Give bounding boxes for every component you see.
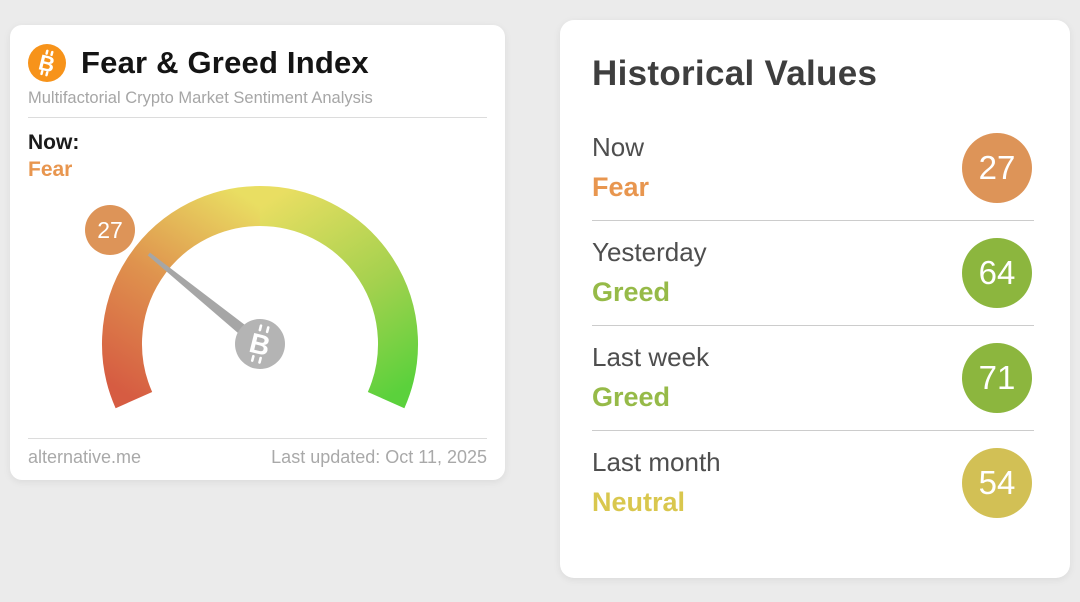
row-sentiment: Neutral xyxy=(592,487,686,517)
gauge: B 27 xyxy=(28,185,487,425)
historical-row-yesterday: Yesterday Greed 64 xyxy=(592,221,1034,326)
row-value-badge: 71 xyxy=(962,342,1032,413)
bitcoin-icon: B xyxy=(28,44,66,82)
row-label: Last month xyxy=(592,447,721,477)
index-card-subtitle: Multifactorial Crypto Market Sentiment A… xyxy=(28,89,373,107)
row-label: Last week xyxy=(592,342,710,372)
historical-values-title: Historical Values xyxy=(592,54,878,93)
row-value-badge: 27 xyxy=(962,132,1032,203)
historical-row-last-month: Last month Neutral 54 xyxy=(592,431,1034,535)
historical-values-card: Historical Values Now Fear 27 Yesterday … xyxy=(560,20,1070,578)
historical-rows: Now Fear 27 Yesterday Greed 64 Last week… xyxy=(592,116,1034,535)
row-label: Now xyxy=(592,132,645,162)
now-sentiment: Fear xyxy=(28,158,73,181)
historical-row-last-week: Last week Greed 71 xyxy=(592,326,1034,431)
gauge-arc-left xyxy=(101,186,261,409)
historical-row-now: Now Fear 27 xyxy=(592,116,1034,221)
header-divider xyxy=(28,117,487,118)
row-sentiment: Greed xyxy=(592,382,671,412)
gauge-arc-right xyxy=(259,186,419,409)
row-sentiment: Greed xyxy=(592,277,671,307)
row-label: Yesterday xyxy=(592,237,707,267)
gauge-value-badge: 27 xyxy=(85,205,135,255)
row-value-badge: 54 xyxy=(962,447,1032,518)
row-sentiment: Fear xyxy=(592,172,650,202)
index-card-footer: alternative.me Last updated: Oct 11, 202… xyxy=(28,438,487,468)
gauge-needle xyxy=(147,252,264,349)
row-value-badge: 64 xyxy=(962,237,1032,308)
now-label: Now: xyxy=(28,131,80,154)
index-card-title: Fear & Greed Index xyxy=(81,45,369,80)
bitcoin-hub-icon: B xyxy=(246,324,273,364)
fear-greed-index-card: B Fear & Greed Index Multifactorial Cryp… xyxy=(10,25,505,480)
footer-divider xyxy=(28,438,487,439)
index-card-header: B Fear & Greed Index xyxy=(28,44,487,82)
last-updated-text: Last updated: Oct 11, 2025 xyxy=(271,447,487,467)
source-link[interactable]: alternative.me xyxy=(28,447,142,467)
gauge-value-badge-text: 27 xyxy=(97,217,123,243)
gauge-hub xyxy=(235,319,285,369)
gauge-svg: B 27 xyxy=(85,186,419,409)
svg-text:B: B xyxy=(36,50,57,78)
